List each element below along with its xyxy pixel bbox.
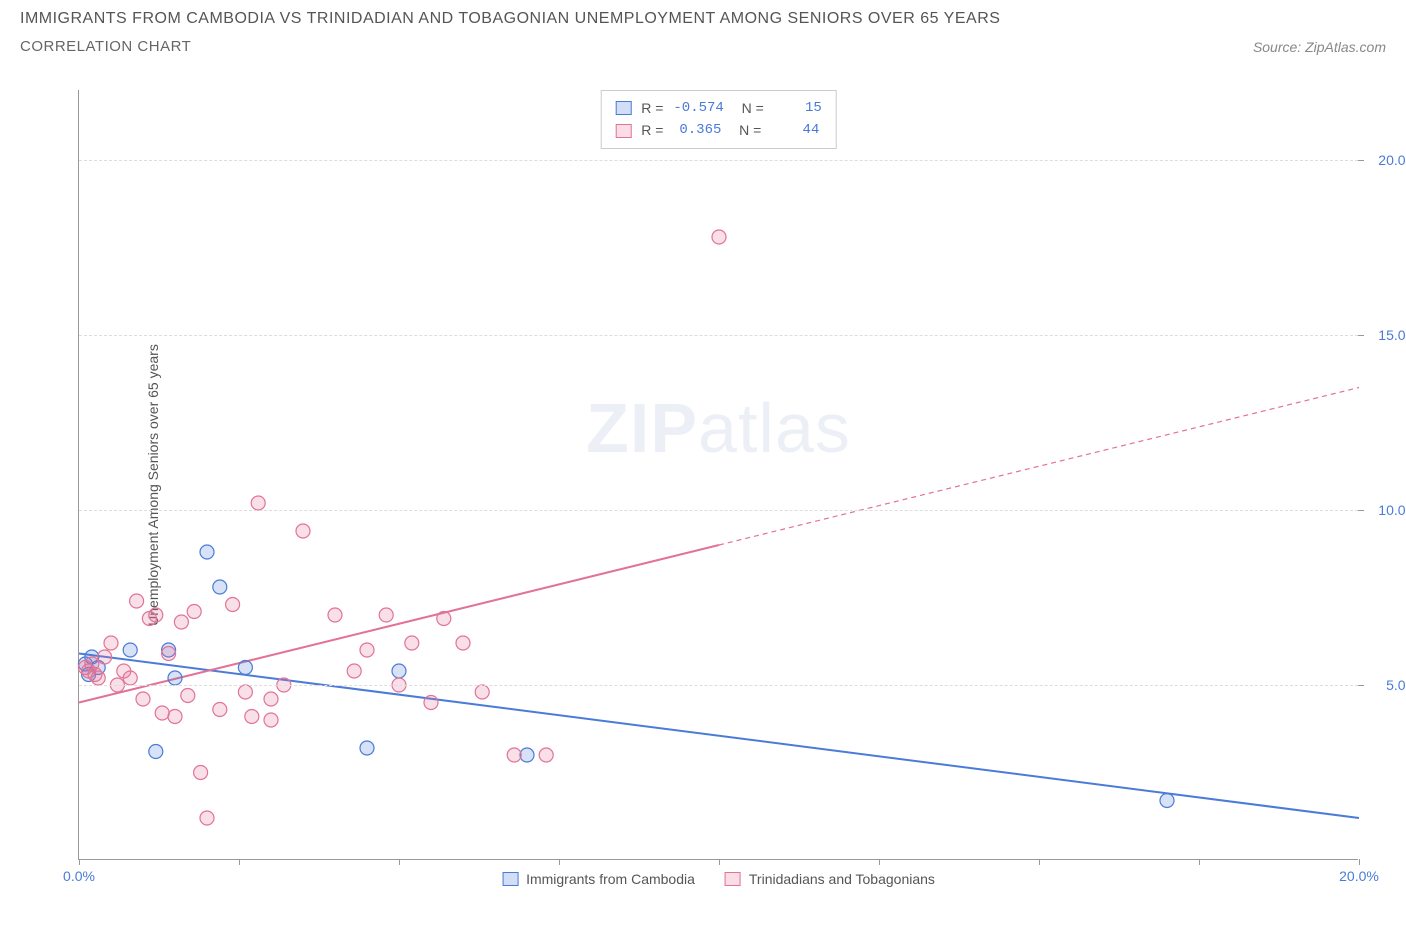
- data-point: [296, 524, 310, 538]
- x-tick-label: 0.0%: [63, 868, 95, 884]
- legend-swatch: [615, 124, 631, 138]
- legend-swatch: [502, 872, 518, 886]
- data-point: [264, 692, 278, 706]
- y-tick-label: 15.0%: [1378, 327, 1406, 343]
- data-point: [424, 696, 438, 710]
- chart-svg: [79, 90, 1358, 859]
- data-point: [328, 608, 342, 622]
- legend-label: Immigrants from Cambodia: [526, 871, 695, 887]
- trend-line-dashed: [719, 388, 1359, 546]
- gridline: [79, 685, 1358, 686]
- stats-row: R =-0.574 N =15: [615, 97, 822, 119]
- data-point: [98, 650, 112, 664]
- data-point: [507, 748, 521, 762]
- gridline: [79, 160, 1358, 161]
- data-point: [213, 703, 227, 717]
- data-point: [136, 692, 150, 706]
- data-point: [174, 615, 188, 629]
- data-point: [130, 594, 144, 608]
- data-point: [520, 748, 534, 762]
- data-point: [264, 713, 278, 727]
- data-point: [456, 636, 470, 650]
- data-point: [213, 580, 227, 594]
- data-point: [91, 671, 105, 685]
- y-tick-label: 10.0%: [1378, 502, 1406, 518]
- data-point: [405, 636, 419, 650]
- data-point: [226, 598, 240, 612]
- data-point: [1160, 794, 1174, 808]
- bottom-legend: Immigrants from Cambodia Trinidadians and…: [502, 871, 935, 887]
- y-tick-label: 5.0%: [1386, 677, 1406, 693]
- data-point: [392, 664, 406, 678]
- data-point: [360, 643, 374, 657]
- data-point: [162, 647, 176, 661]
- chart-subtitle: CORRELATION CHART: [20, 38, 191, 55]
- data-point: [123, 643, 137, 657]
- y-tick-label: 20.0%: [1378, 152, 1406, 168]
- data-point: [104, 636, 118, 650]
- legend-item: Immigrants from Cambodia: [502, 871, 695, 887]
- data-point: [155, 706, 169, 720]
- data-point: [379, 608, 393, 622]
- gridline: [79, 510, 1358, 511]
- data-point: [475, 685, 489, 699]
- data-point: [181, 689, 195, 703]
- source-attribution: Source: ZipAtlas.com: [1253, 39, 1386, 55]
- data-point: [251, 496, 265, 510]
- data-point: [238, 685, 252, 699]
- data-point: [539, 748, 553, 762]
- legend-item: Trinidadians and Tobagonians: [725, 871, 935, 887]
- legend-swatch: [615, 101, 631, 115]
- data-point: [149, 608, 163, 622]
- page-title: IMMIGRANTS FROM CAMBODIA VS TRINIDADIAN …: [20, 10, 1386, 28]
- gridline: [79, 335, 1358, 336]
- data-point: [712, 230, 726, 244]
- plot-area: ZIPatlas R =-0.574 N =15 R =0.365 N =44 …: [78, 90, 1358, 860]
- stats-row: R =0.365 N =44: [615, 119, 822, 141]
- data-point: [437, 612, 451, 626]
- data-point: [168, 710, 182, 724]
- correlation-chart: Unemployment Among Seniors over 65 years…: [60, 90, 1380, 880]
- data-point: [200, 545, 214, 559]
- data-point: [360, 741, 374, 755]
- data-point: [123, 671, 137, 685]
- data-point: [238, 661, 252, 675]
- data-point: [168, 671, 182, 685]
- data-point: [200, 811, 214, 825]
- legend-swatch: [725, 872, 741, 886]
- data-point: [149, 745, 163, 759]
- data-point: [347, 664, 361, 678]
- data-point: [194, 766, 208, 780]
- x-tick-label: 20.0%: [1339, 868, 1379, 884]
- stats-box: R =-0.574 N =15 R =0.365 N =44: [600, 90, 837, 149]
- data-point: [187, 605, 201, 619]
- data-point: [245, 710, 259, 724]
- legend-label: Trinidadians and Tobagonians: [749, 871, 935, 887]
